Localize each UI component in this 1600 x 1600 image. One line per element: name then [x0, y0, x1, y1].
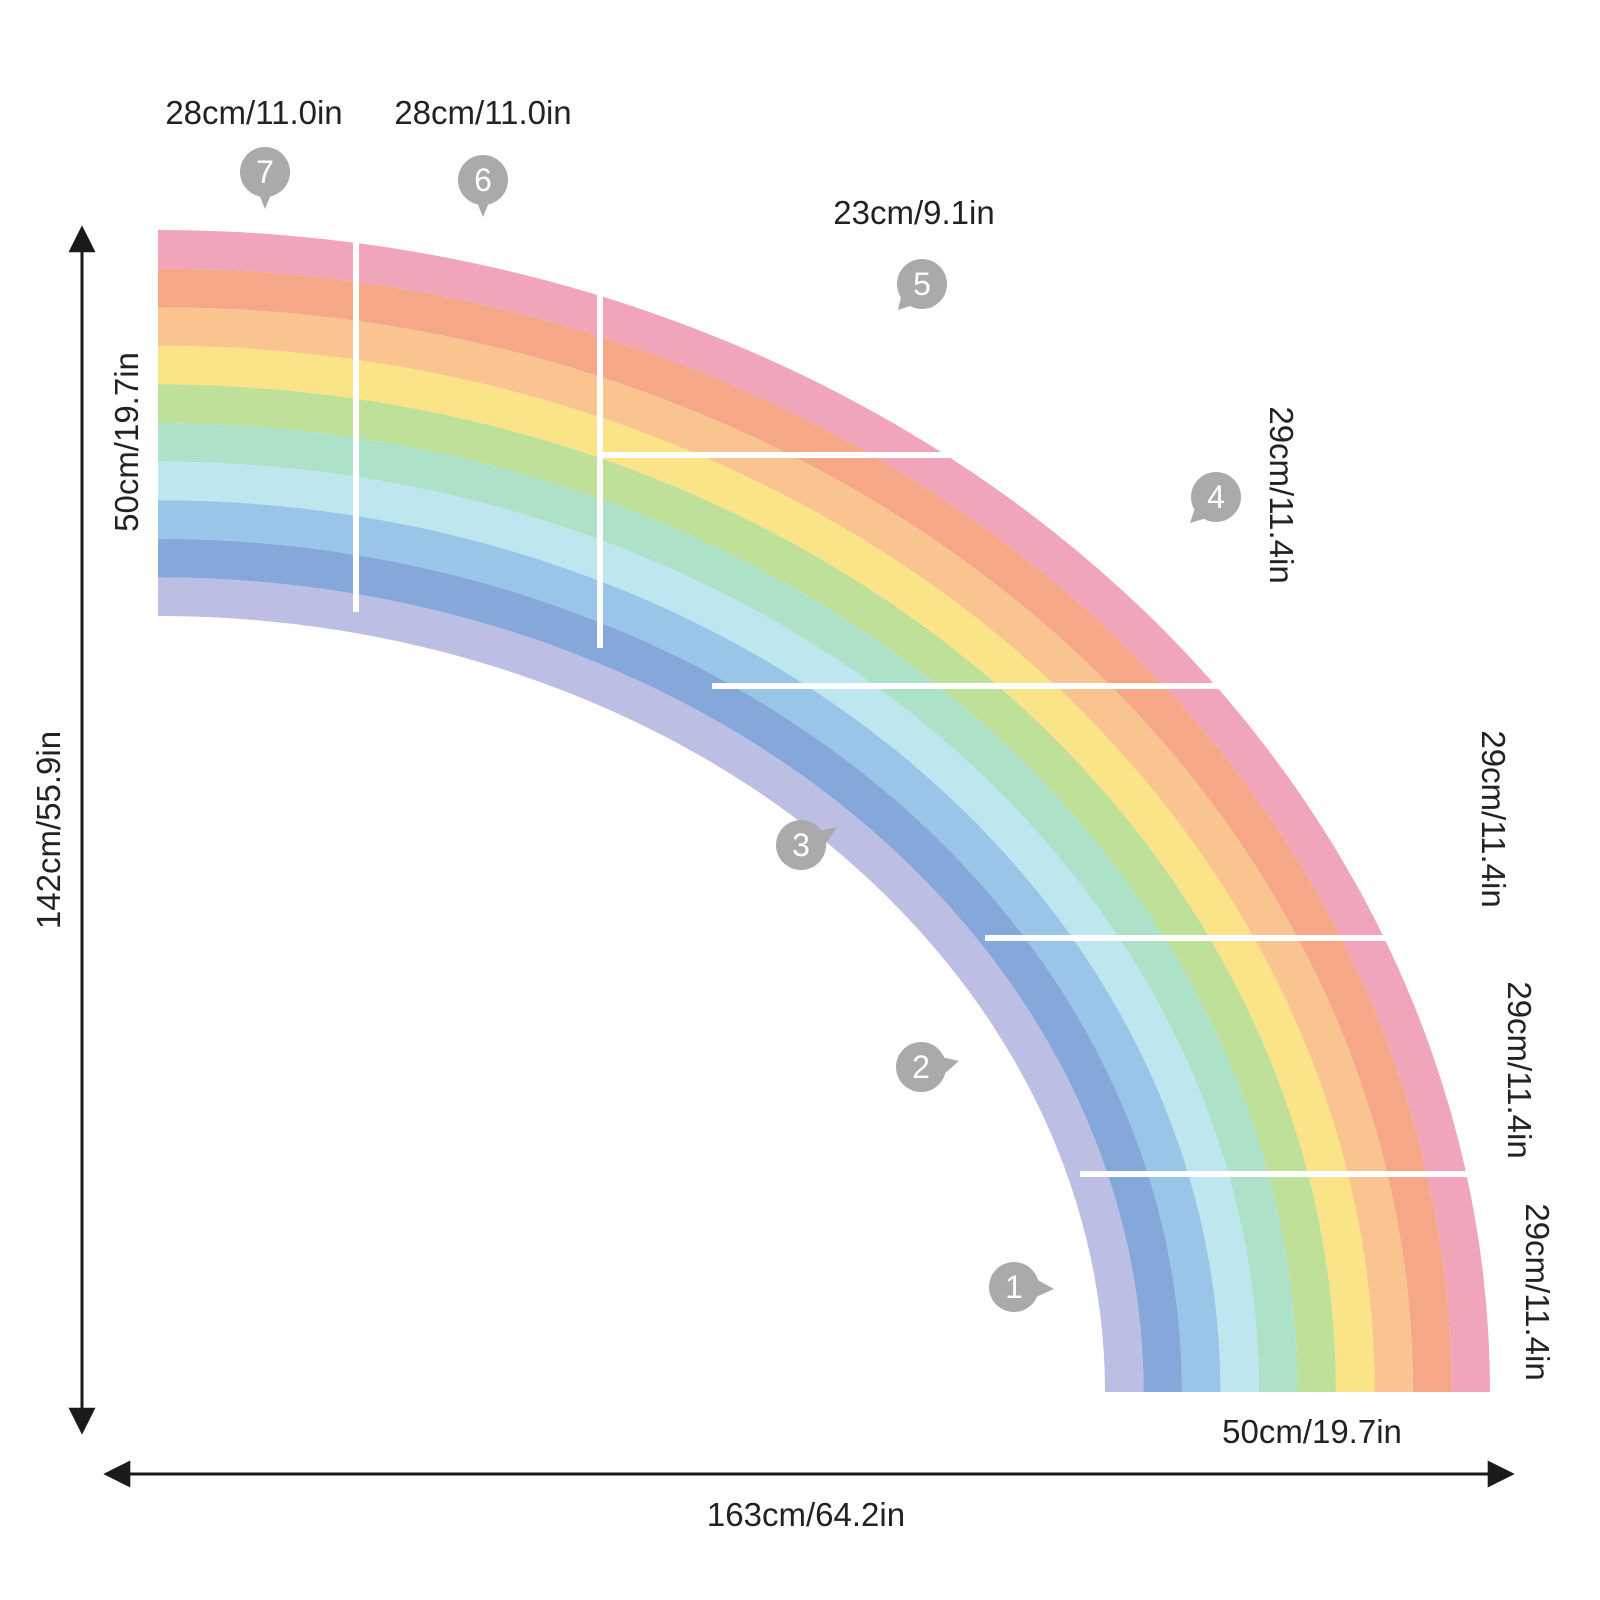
piece-7-badge: 7 — [240, 147, 290, 209]
piece-6-number: 6 — [474, 162, 492, 198]
total-width-label: 163cm/64.2in — [707, 1496, 905, 1533]
piece-5-number: 5 — [913, 266, 931, 302]
left-band-width-label: 50cm/19.7in — [108, 352, 145, 532]
piece-4-badge: 4 — [1190, 472, 1241, 523]
piece-3-badge: 3 — [776, 820, 837, 870]
piece-7-number: 7 — [256, 154, 274, 190]
piece3-height-label: 29cm/11.4in — [1475, 730, 1512, 907]
piece6-width-label: 28cm/11.0in — [394, 94, 571, 131]
piece-2-badge: 2 — [896, 1042, 959, 1092]
piece-3-number: 3 — [792, 827, 810, 863]
piece5-width-label: 23cm/9.1in — [833, 194, 994, 231]
piece-5-badge: 5 — [897, 259, 947, 310]
piece2-height-label: 29cm/11.4in — [1501, 981, 1538, 1158]
piece4-height-label: 29cm/11.4in — [1263, 406, 1300, 583]
piece7-width-label: 28cm/11.0in — [165, 94, 342, 131]
bottom-band-width-label: 50cm/19.7in — [1222, 1413, 1402, 1450]
piece-seams — [353, 225, 1478, 1177]
piece-4-number: 4 — [1207, 479, 1225, 515]
piece-2-number: 2 — [912, 1049, 930, 1085]
piece1-height-label: 29cm/11.4in — [1519, 1203, 1556, 1380]
total-height-label: 142cm/55.9in — [30, 731, 67, 929]
piece-6-badge: 6 — [458, 155, 508, 217]
piece-1-badge: 1 — [989, 1262, 1054, 1312]
piece-1-number: 1 — [1005, 1269, 1023, 1305]
